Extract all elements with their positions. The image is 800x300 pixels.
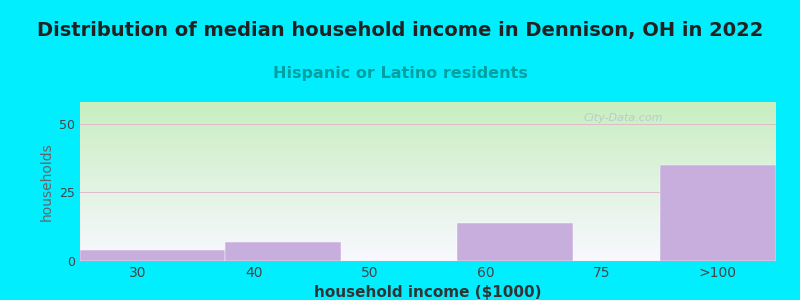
X-axis label: household income ($1000): household income ($1000): [314, 285, 542, 300]
Bar: [660, 165, 776, 261]
Text: Distribution of median household income in Dennison, OH in 2022: Distribution of median household income …: [37, 21, 763, 40]
Bar: [457, 223, 573, 261]
Y-axis label: households: households: [39, 142, 54, 221]
Text: Hispanic or Latino residents: Hispanic or Latino residents: [273, 66, 527, 81]
Bar: [80, 250, 225, 261]
Text: City-Data.com: City-Data.com: [583, 113, 662, 123]
Bar: [225, 242, 341, 261]
